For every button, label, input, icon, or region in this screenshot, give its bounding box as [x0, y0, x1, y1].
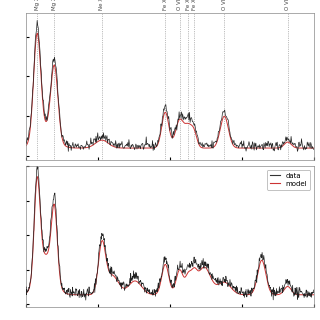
- Text: Fe XVII: Fe XVII: [192, 0, 196, 10]
- Text: O VII θ: O VII θ: [285, 0, 290, 10]
- Text: Fe XVII: Fe XVII: [186, 0, 191, 10]
- Text: Fe XVII: Fe XVII: [163, 0, 168, 10]
- Text: O VIII β: O VIII β: [177, 0, 182, 10]
- Legend: data, model: data, model: [267, 170, 310, 189]
- Text: Mg XI: Mg XI: [52, 0, 57, 10]
- Text: Mg XII: Mg XII: [35, 0, 40, 10]
- Text: Ne X: Ne X: [100, 0, 104, 10]
- Text: O VIII α: O VIII α: [222, 0, 227, 10]
